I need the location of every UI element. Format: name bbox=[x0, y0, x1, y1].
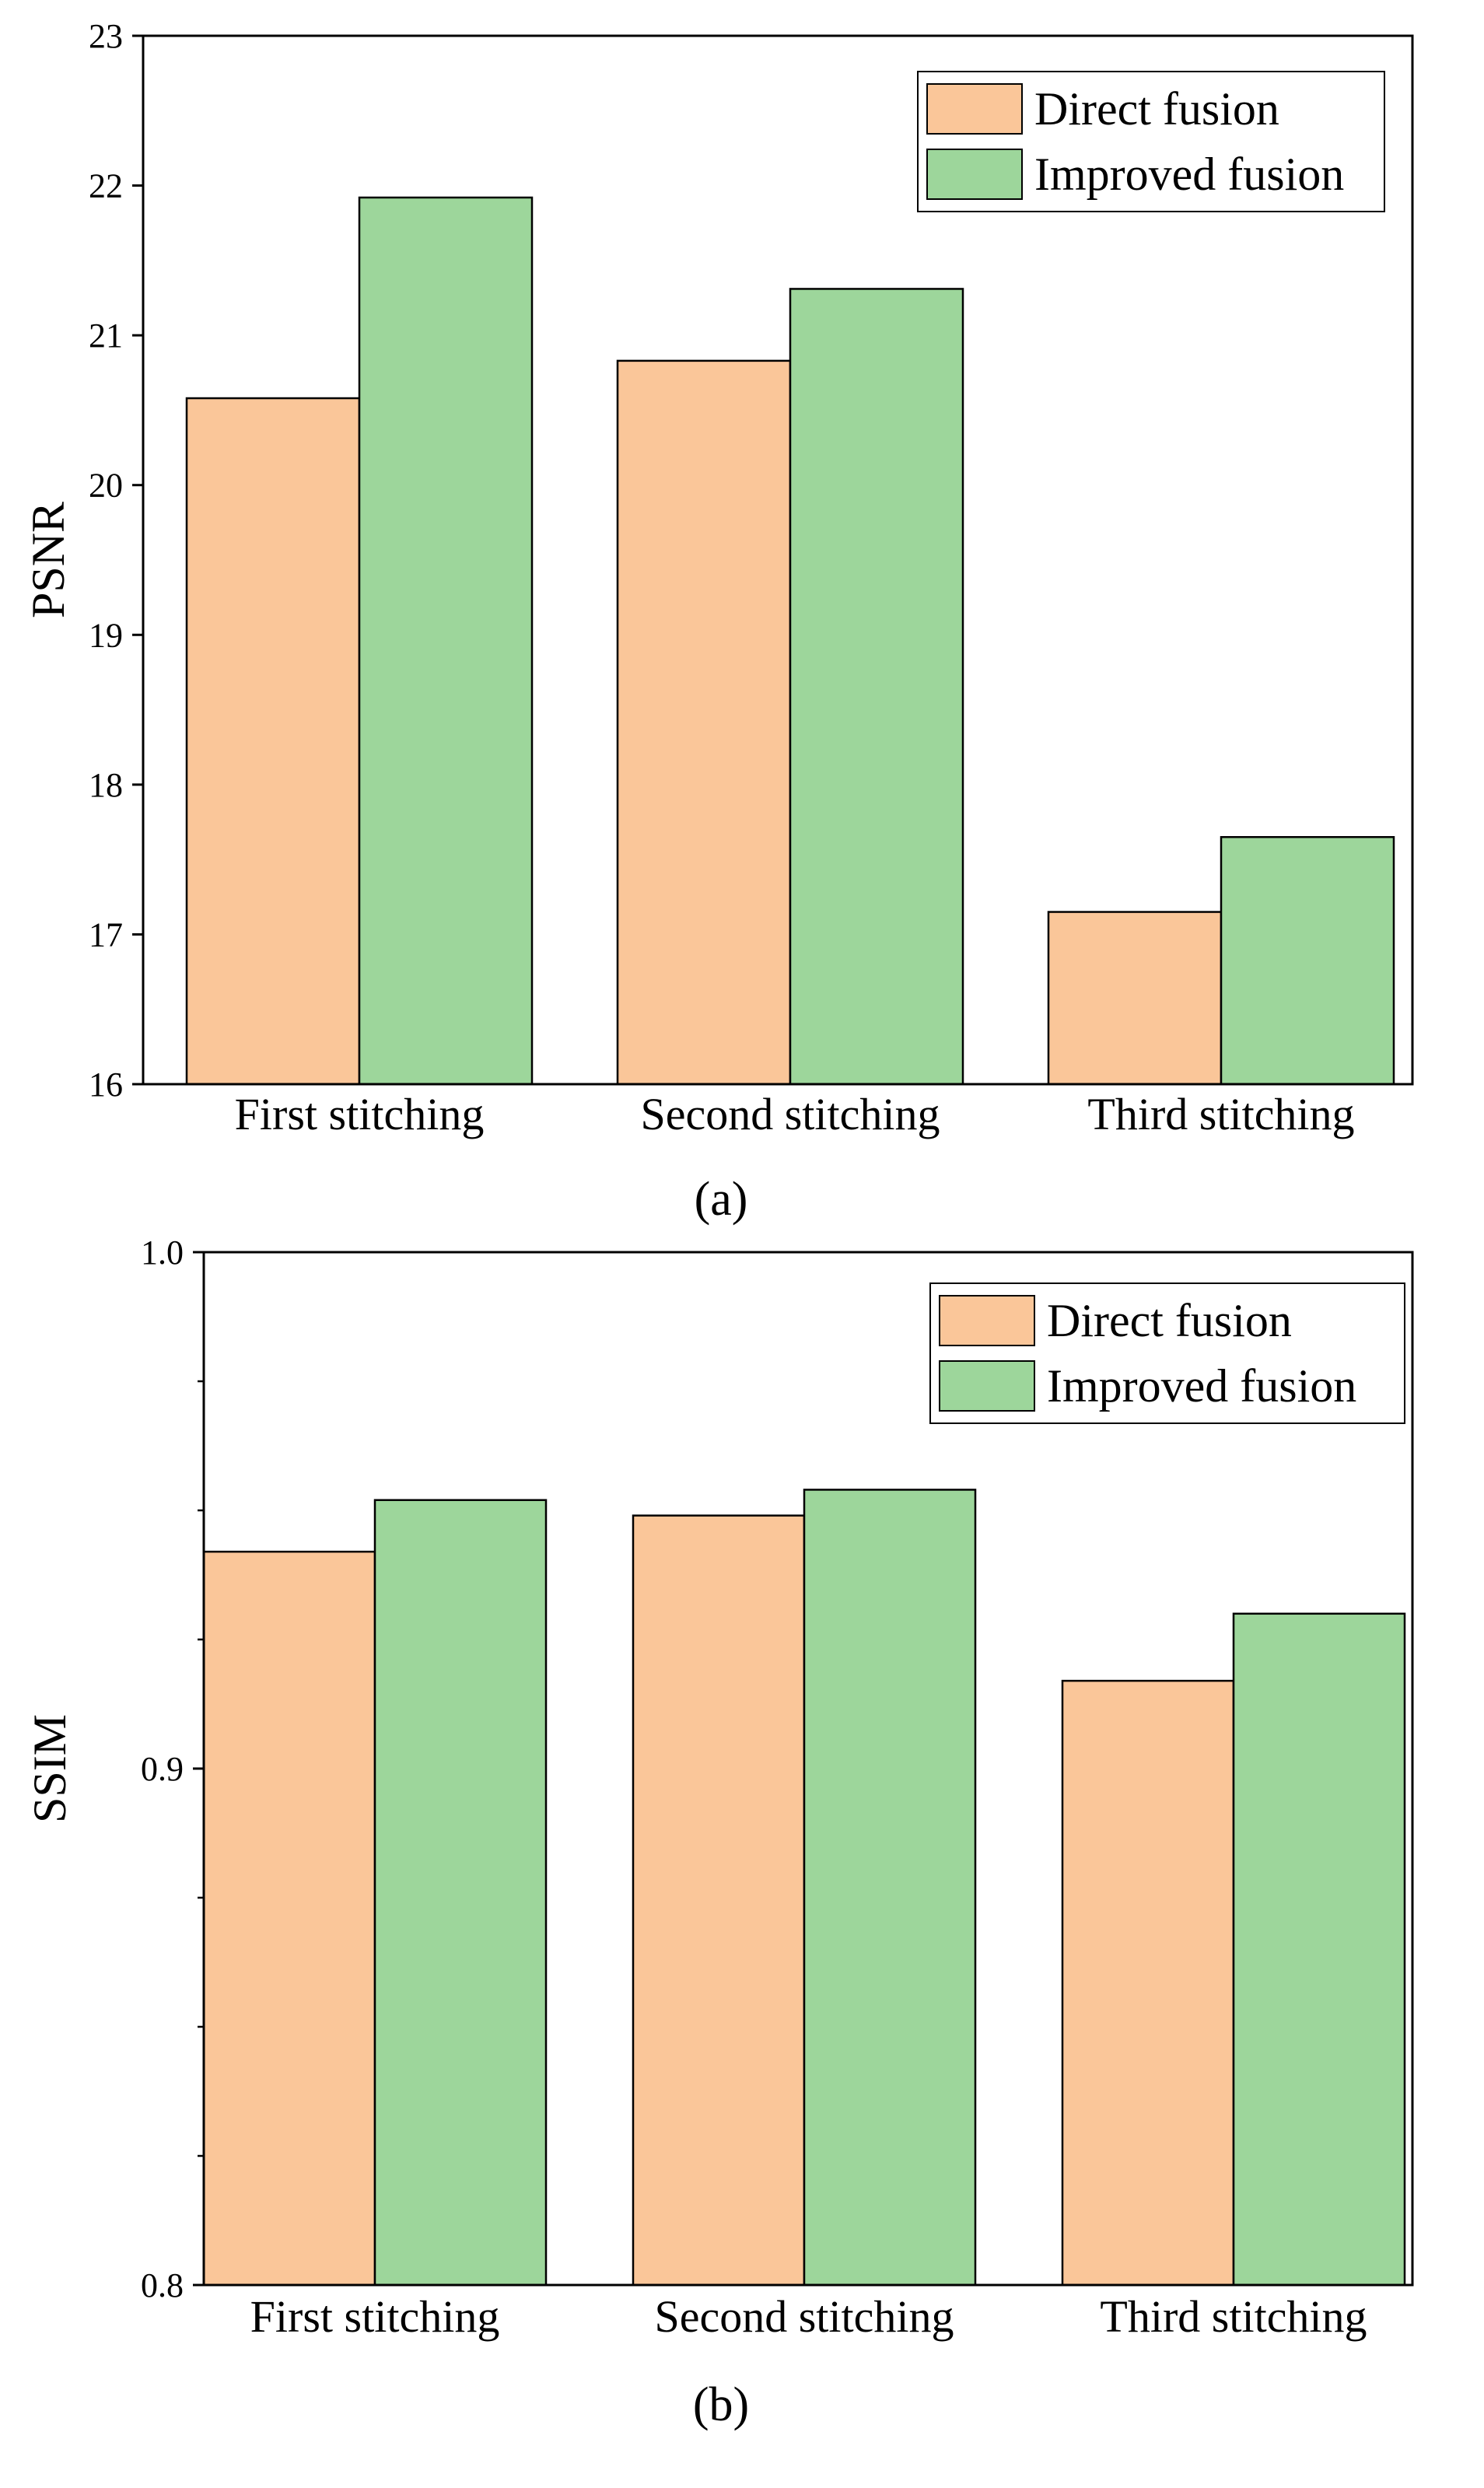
y-tick-label-a-6: 22 bbox=[89, 167, 123, 205]
bars-b bbox=[202, 1489, 1406, 2287]
y-tick-label-a-7: 23 bbox=[89, 17, 123, 55]
y-tick-label-a-4: 20 bbox=[89, 467, 123, 505]
bar-b-improved-1 bbox=[373, 1499, 548, 2287]
y-axis-title-b: SSIM bbox=[24, 1714, 75, 1823]
y-ticks-a: 16 17 18 19 20 21 22 23 bbox=[89, 17, 143, 1104]
panel-label-a: (a) bbox=[695, 1173, 748, 1226]
bars-a bbox=[185, 196, 1395, 1086]
x-tick-label-b-2: Second stitching bbox=[654, 2291, 954, 2342]
x-tick-label-a-3: Third stitching bbox=[1087, 1089, 1354, 1139]
y-tick-label-b-2: 1.0 bbox=[141, 1234, 184, 1272]
x-tick-label-b-1: First stitching bbox=[250, 2291, 500, 2342]
y-tick-label-a-1: 17 bbox=[89, 915, 123, 954]
bar-a-improved-2 bbox=[789, 288, 964, 1086]
bar-a-direct-3 bbox=[1047, 911, 1223, 1086]
legend-a: Direct fusion Improved fusion bbox=[917, 71, 1385, 212]
panel-label-b: (b) bbox=[693, 2378, 749, 2431]
plot-frame-a bbox=[142, 34, 1414, 1086]
x-tick-label-b-3: Third stitching bbox=[1100, 2291, 1367, 2342]
bar-a-improved-3 bbox=[1220, 836, 1395, 1086]
bar-b-improved-3 bbox=[1232, 1612, 1406, 2287]
y-tick-label-b-1: 0.9 bbox=[141, 1750, 184, 1788]
x-tick-label-a-2: Second stitching bbox=[640, 1089, 940, 1139]
x-tick-label-a-1: First stitching bbox=[235, 1089, 485, 1139]
legend-swatch-b-improved bbox=[939, 1360, 1035, 1412]
bar-b-direct-1 bbox=[202, 1550, 376, 2287]
y-tick-label-b-0: 0.8 bbox=[141, 2266, 184, 2304]
chart-panel-b: 0.8 0.9 1.0 First stitching Second stitchin… bbox=[24, 1234, 1414, 2431]
bar-b-direct-2 bbox=[632, 1514, 806, 2287]
y-tick-label-a-0: 16 bbox=[89, 1066, 123, 1104]
legend-label-a-improved: Improved fusion bbox=[1034, 149, 1344, 200]
y-tick-label-a-3: 19 bbox=[89, 616, 123, 654]
y-tick-label-a-2: 18 bbox=[89, 766, 123, 804]
bar-b-direct-3 bbox=[1061, 1679, 1235, 2287]
legend-b: Direct fusion Improved fusion bbox=[929, 1282, 1405, 1424]
chart-panel-a: 16 17 18 19 20 21 22 23 First stitching Second s… bbox=[23, 17, 1414, 1226]
y-axis-title-a: PSNR bbox=[23, 502, 74, 618]
legend-swatch-b-direct bbox=[939, 1295, 1035, 1346]
bar-a-direct-2 bbox=[616, 359, 792, 1086]
legend-label-b-improved: Improved fusion bbox=[1047, 1360, 1356, 1412]
x-tick-labels-a: First stitching Second stitching Third sti… bbox=[235, 1089, 1355, 1139]
legend-label-a-direct: Direct fusion bbox=[1034, 83, 1279, 135]
bar-a-direct-1 bbox=[185, 397, 361, 1086]
legend-swatch-a-improved bbox=[926, 149, 1023, 200]
y-tick-label-a-5: 21 bbox=[89, 317, 123, 355]
bar-a-improved-1 bbox=[358, 196, 534, 1086]
legend-swatch-a-direct bbox=[926, 83, 1023, 135]
legend-label-b-direct: Direct fusion bbox=[1047, 1295, 1292, 1346]
bar-b-improved-2 bbox=[803, 1489, 977, 2287]
y-ticks-b: 0.8 0.9 1.0 bbox=[141, 1234, 204, 2304]
x-tick-labels-b: First stitching Second stitching Third sti… bbox=[250, 2291, 1367, 2342]
